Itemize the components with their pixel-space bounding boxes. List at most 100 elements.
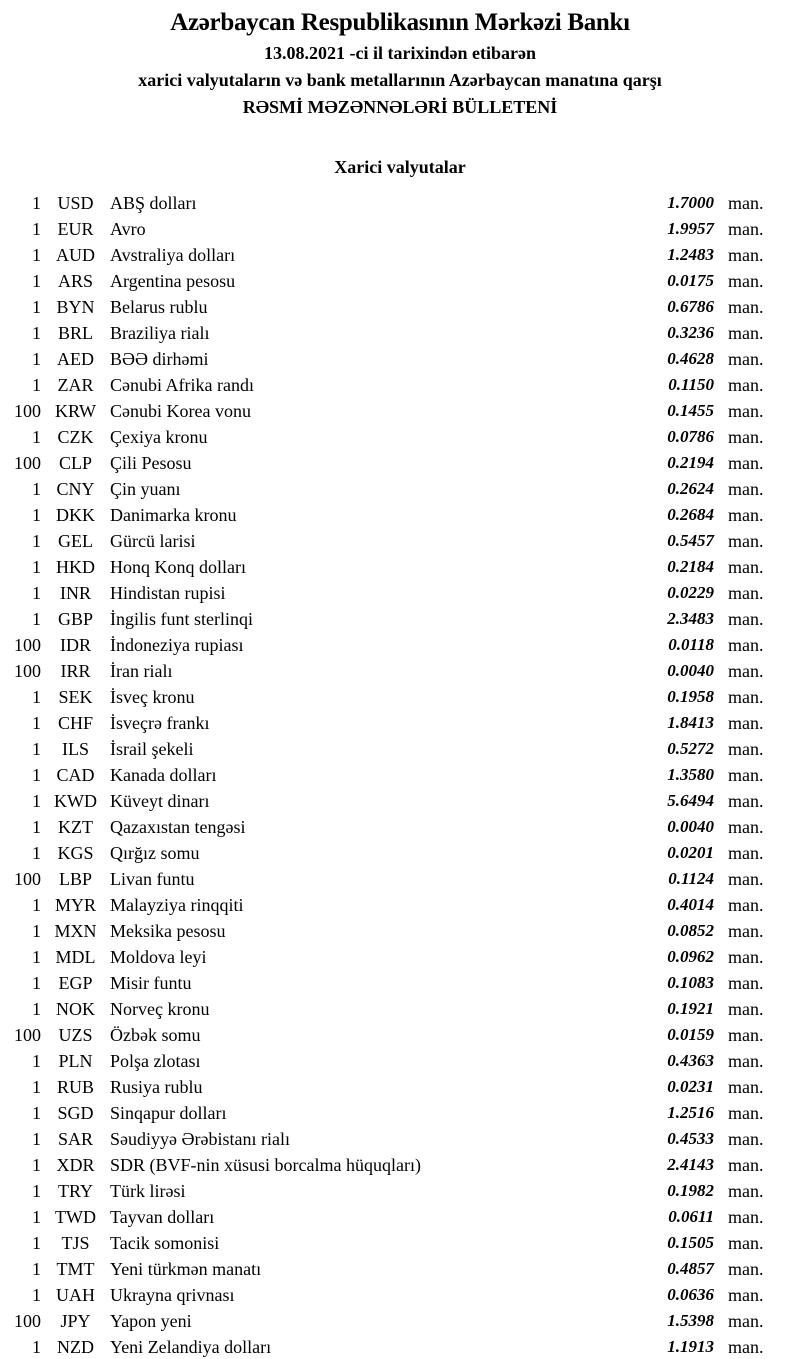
table-row: 1 TMT Yeni türkmən manatı 0.4857 man. [0,1256,800,1282]
nominal-value: 1 [32,1207,41,1227]
nominal-value: 1 [32,1051,41,1071]
currency-name: Yapon yeni [110,1311,192,1331]
currency-code: KWD [54,791,97,811]
table-row: 1 ZAR Cənubi Afrika randı 0.1150 man. [0,372,800,398]
rate-value: 1.3580 [667,765,714,784]
nominal-value: 1 [32,1259,41,1279]
currency-code: SEK [58,687,93,707]
table-row: 1 ARS Argentina pesosu 0.0175 man. [0,268,800,294]
unit-label: man. [728,245,764,265]
rate-value: 0.4628 [667,349,714,368]
table-row: 1 MXN Meksika pesosu 0.0852 man. [0,918,800,944]
rate-value: 0.1124 [668,869,714,888]
unit-label: man. [728,1337,764,1357]
rate-value: 1.2516 [667,1103,714,1122]
rate-value: 0.1083 [667,973,714,992]
rate-value: 0.1505 [667,1233,714,1252]
unit-label: man. [728,921,764,941]
table-row: 1 TJS Tacik somonisi 0.1505 man. [0,1230,800,1256]
rate-value: 2.4143 [667,1155,714,1174]
nominal-value: 1 [32,765,41,785]
nominal-value: 1 [32,791,41,811]
currency-code: SGD [57,1103,94,1123]
table-row: 1 GEL Gürcü larisi 0.5457 man. [0,528,800,554]
unit-label: man. [728,557,764,577]
unit-label: man. [728,323,764,343]
rates-table: 1 USD ABŞ dolları 1.7000 man. 1 EUR Avro… [0,190,800,1359]
nominal-value: 1 [32,817,41,837]
table-row: 1 TRY Türk lirəsi 0.1982 man. [0,1178,800,1204]
currency-name: Livan funtu [110,869,195,889]
currency-code: CNY [56,479,95,499]
currency-code: IDR [60,635,91,655]
unit-label: man. [728,349,764,369]
unit-label: man. [728,1233,764,1253]
table-row: 1 SEK İsveç kronu 0.1958 man. [0,684,800,710]
nominal-value: 100 [14,453,41,473]
table-row: 1 EGP Misir funtu 0.1083 man. [0,970,800,996]
rate-value: 0.5272 [667,739,714,758]
rate-value: 0.2194 [667,453,714,472]
table-row: 100 UZS Özbək somu 0.0159 man. [0,1022,800,1048]
bank-title: Azərbaycan Respublikasının Mərkəzi Bankı [170,9,630,36]
currency-code: CZK [57,427,94,447]
currency-code: MYR [54,895,96,915]
currency-code: SAR [57,1129,93,1149]
unit-label: man. [728,791,764,811]
nominal-value: 1 [32,1103,41,1123]
currency-name: Rusiya rublu [110,1077,203,1097]
unit-label: man. [728,479,764,499]
rate-value: 0.0229 [667,583,714,602]
rate-value: 1.5398 [667,1311,714,1330]
unit-label: man. [728,609,764,629]
unit-label: man. [728,297,764,317]
currency-name: Ukrayna qrivnası [110,1285,235,1305]
table-row: 1 CHF İsveçrə frankı 1.8413 man. [0,710,800,736]
nominal-value: 1 [32,843,41,863]
nominal-value: 1 [32,687,41,707]
table-row: 1 NOK Norveç kronu 0.1921 man. [0,996,800,1022]
unit-label: man. [728,1025,764,1045]
nominal-value: 100 [14,401,41,421]
unit-label: man. [728,453,764,473]
currency-code: BYN [56,297,95,317]
rate-value: 0.6786 [667,297,714,316]
unit-label: man. [728,271,764,291]
unit-label: man. [728,817,764,837]
table-row: 100 KRW Cənubi Korea vonu 0.1455 man. [0,398,800,424]
currency-code: HKD [56,557,95,577]
table-row: 1 BYN Belarus rublu 0.6786 man. [0,294,800,320]
currency-name: İran rialı [110,661,173,681]
rate-value: 1.7000 [667,193,714,212]
currency-code: BRL [57,323,93,343]
table-row: 1 USD ABŞ dolları 1.7000 man. [0,190,800,216]
unit-label: man. [728,219,764,239]
table-row: 1 HKD Honq Konq dolları 0.2184 man. [0,554,800,580]
currency-name: İsrail şekeli [110,739,194,759]
nominal-value: 1 [32,531,41,551]
unit-label: man. [728,713,764,733]
rate-value: 5.6494 [667,791,714,810]
currency-name: Yeni Zelandiya dolları [110,1337,272,1357]
nominal-value: 1 [32,1181,41,1201]
nominal-value: 1 [32,1233,41,1253]
rate-value: 0.3236 [667,323,714,342]
currency-name: Tacik somonisi [110,1233,220,1253]
unit-label: man. [728,375,764,395]
unit-label: man. [728,843,764,863]
table-row: 1 CAD Kanada dolları 1.3580 man. [0,762,800,788]
currency-code: NZD [57,1337,94,1357]
table-row: 1 MYR Malayziya rinqqiti 0.4014 man. [0,892,800,918]
currency-name: Misir funtu [110,973,192,993]
unit-label: man. [728,739,764,759]
rate-value: 0.5457 [667,531,714,550]
currency-code: EUR [57,219,94,239]
currency-code: MDL [55,947,96,967]
nominal-value: 1 [32,921,41,941]
table-row: 1 GBP İngilis funt sterlinqi 2.3483 man. [0,606,800,632]
currency-code: KZT [58,817,93,837]
nominal-value: 1 [32,895,41,915]
rate-value: 1.8413 [667,713,714,732]
unit-label: man. [728,1051,764,1071]
nominal-value: 1 [32,1077,41,1097]
